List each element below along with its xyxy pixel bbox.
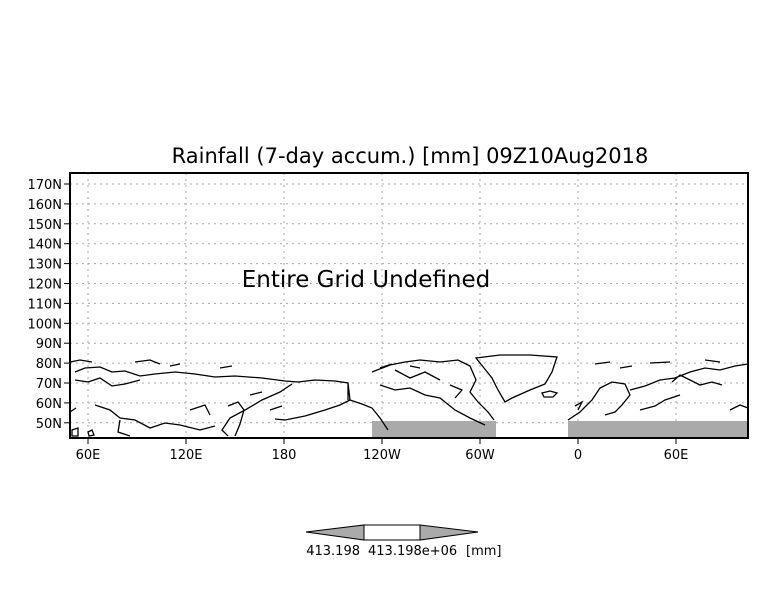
plot-frame <box>69 172 749 439</box>
lat-tick-label: 60N <box>36 397 62 412</box>
colorbar: 413.198 413.198e+06 [mm] <box>305 524 501 559</box>
coast-canada <box>371 359 495 426</box>
colorbar-label-max: 413.198e+06 <box>368 544 457 559</box>
lon-tick-label: 60W <box>465 448 495 463</box>
coast-iceland <box>541 390 559 398</box>
grid-lines <box>70 173 748 438</box>
lat-tick-label: 100N <box>27 317 62 332</box>
lon-tick-label: 120E <box>169 448 202 463</box>
lat-tick-label: 50N <box>36 417 62 432</box>
colorbar-box <box>363 524 421 541</box>
longitude-axis: 60E 120E 180 120W 60W 0 60E <box>76 438 689 463</box>
coast-europe <box>567 363 749 421</box>
lat-tick-label: 80N <box>36 357 62 372</box>
shaded-north-america <box>372 421 496 438</box>
colorbar-right-triangle <box>419 524 479 541</box>
colorbar-label-min: 413.198 <box>306 544 360 559</box>
lon-tick-label: 60E <box>76 448 101 463</box>
coast-arctic-islands <box>134 359 721 369</box>
lat-tick-label: 160N <box>27 198 62 213</box>
lon-tick-label: 180 <box>272 448 297 463</box>
lat-tick-label: 150N <box>27 218 62 233</box>
shaded-region <box>372 421 748 438</box>
lon-tick-label: 120W <box>363 448 401 463</box>
lon-tick-label: 60E <box>664 448 689 463</box>
shaded-europe-asia <box>568 421 748 438</box>
undefined-grid-message: Entire Grid Undefined <box>242 267 491 293</box>
colorbar-units: [mm] <box>466 544 501 559</box>
lon-tick-label: 0 <box>574 448 582 463</box>
lat-tick-label: 140N <box>27 238 62 253</box>
lat-tick-label: 120N <box>27 278 62 293</box>
lat-tick-label: 130N <box>27 258 62 273</box>
coast-greenland <box>474 354 558 403</box>
coast-small-features <box>69 391 283 437</box>
lat-tick-label: 110N <box>27 297 62 312</box>
lat-tick-label: 70N <box>36 377 62 392</box>
latitude-axis: 170N 160N 150N 140N 130N 120N 110N 100N 90N 80N 70… <box>27 178 70 432</box>
coastlines <box>69 354 749 437</box>
coast-alaska <box>274 379 389 431</box>
lat-tick-label: 90N <box>36 337 62 352</box>
colorbar-left-triangle <box>305 524 365 541</box>
coast-eurasia-west <box>69 359 299 437</box>
lat-tick-label: 170N <box>27 178 62 193</box>
plot-title: Rainfall (7-day accum.) [mm] 09Z10Aug201… <box>172 144 649 168</box>
